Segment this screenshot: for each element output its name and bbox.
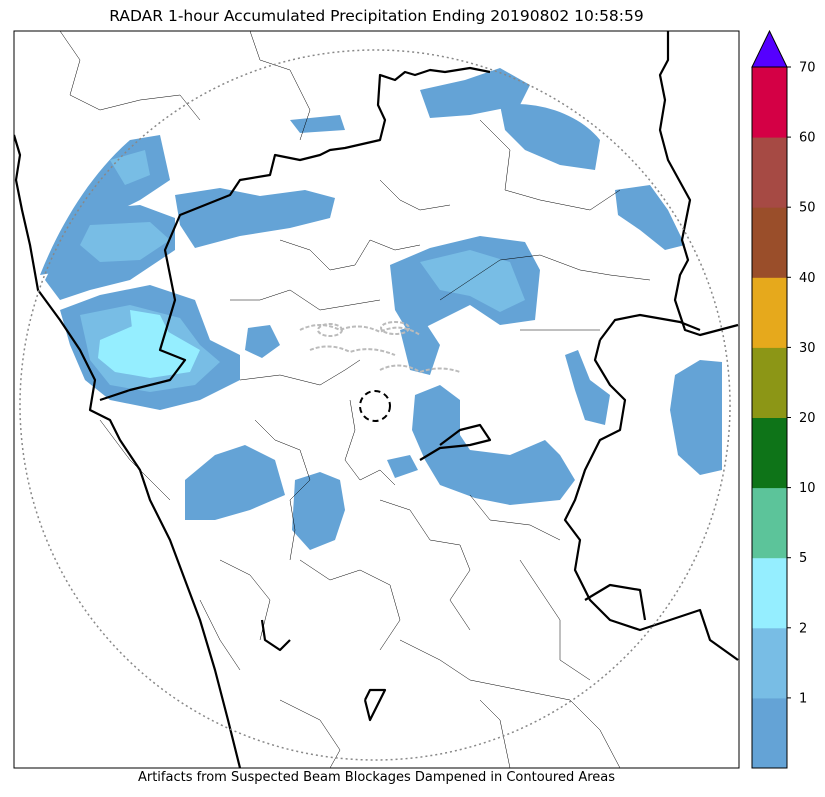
rain-heavy-core — [130, 310, 170, 340]
rain-cell-south-small — [387, 455, 418, 478]
colorbar-tick-label: 2 — [799, 621, 807, 636]
map-area — [14, 31, 739, 768]
colorbar-frame — [751, 66, 788, 769]
colorbar-bin — [752, 347, 787, 418]
state-borders — [14, 31, 739, 768]
colorbar-tick-label: 30 — [799, 341, 816, 356]
colorbar-top-label: 70 — [799, 61, 816, 76]
colorbar-tick-label: 1 — [799, 691, 807, 706]
colorbar-tick-label: 50 — [799, 201, 816, 216]
rain-cell-north-small — [290, 115, 345, 133]
rain-cell-east — [670, 360, 722, 475]
rain-mid-central — [420, 250, 525, 312]
colorbar-tick-label: 40 — [799, 271, 816, 286]
rain-cell-southwest — [185, 445, 285, 520]
colorbar-tick-label: 10 — [799, 481, 816, 496]
rain-cell-central-east — [400, 322, 440, 375]
rain-cell-south-central — [292, 472, 345, 550]
map-frame — [13, 30, 740, 769]
radar-range-ring — [19, 49, 731, 761]
rain-cell-southeast — [412, 385, 575, 505]
rain-cell-northeast — [500, 104, 600, 170]
colorbar-tick-label: 5 — [799, 551, 807, 566]
colorbar-extend-arrow — [751, 29, 788, 68]
colorbar-bin — [752, 557, 787, 629]
district-borders — [59, 31, 651, 768]
rain-cell-northern-band — [175, 188, 335, 248]
colorbar-bin — [752, 277, 787, 348]
colorbar: 1 2 5 10 20 30 40 50 60 70 — [751, 29, 816, 769]
colorbar-bin — [752, 627, 787, 699]
colorbar-bin — [752, 697, 787, 769]
colorbar-bin — [752, 487, 787, 559]
colorbar-bin — [752, 137, 787, 208]
beam-blockage-contours — [299, 321, 461, 374]
map-title: RADAR 1-hour Accumulated Precipitation E… — [109, 7, 644, 25]
rain-mid-northwest — [110, 150, 150, 185]
rain-heavy-coast — [98, 325, 200, 378]
colorbar-bin — [752, 417, 787, 489]
colorbar-bin — [752, 207, 787, 278]
radar-site-marker — [359, 390, 391, 422]
map-caption: Artifacts from Suspected Beam Blockages … — [137, 770, 616, 785]
colorbar-tick-label: 20 — [799, 411, 816, 426]
rain-cell-east-mid — [565, 350, 610, 425]
rain-cell-east-north — [615, 185, 685, 250]
precipitation-heavy — [98, 310, 200, 378]
rain-mid-west — [80, 222, 170, 262]
rain-cell-central-small — [245, 325, 280, 358]
colorbar-bin — [752, 67, 787, 138]
colorbar-tick-label: 60 — [799, 131, 816, 146]
